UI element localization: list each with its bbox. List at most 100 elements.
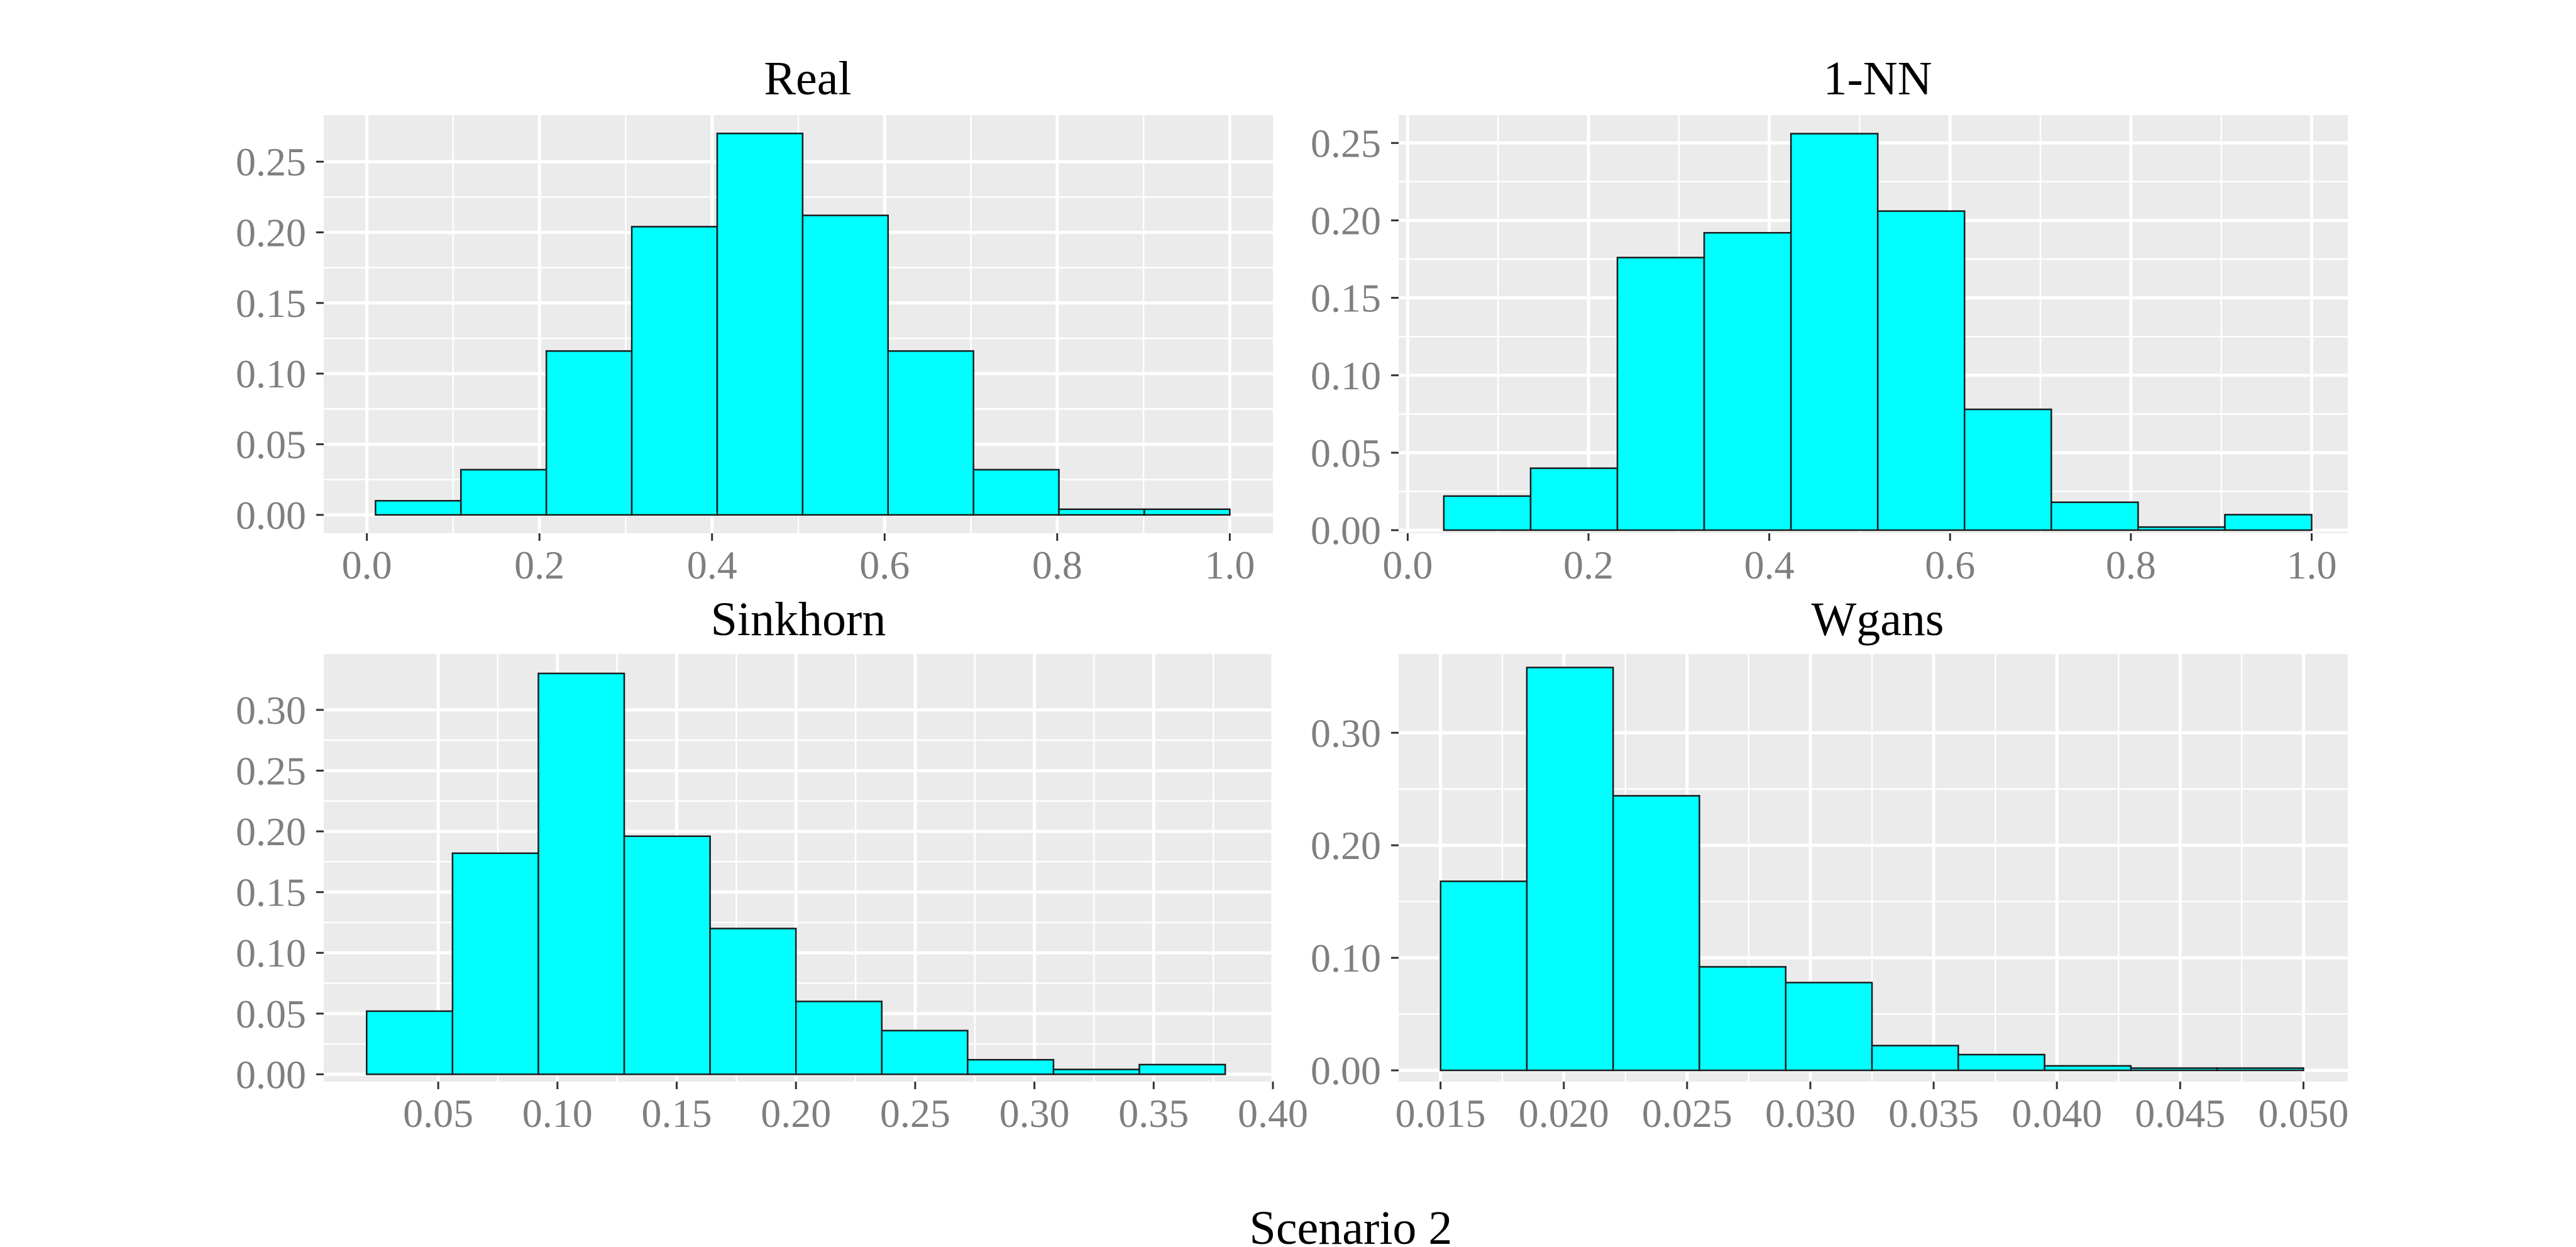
wgans-x-tick-label: 0.020 xyxy=(1519,1091,1609,1136)
1-nn-y-tick-label: 0.25 xyxy=(1311,121,1381,165)
real-bar xyxy=(801,214,889,516)
sinkhorn-x-tick-label: 0.15 xyxy=(642,1091,712,1136)
1-nn-y-tick-labels: 0.00 0.05 0.10 0.15 0.20 0.25 xyxy=(1311,121,1381,553)
wgans-bar xyxy=(1957,1053,2045,1072)
sinkhorn-x-tick-label: 0.20 xyxy=(761,1091,831,1136)
real-x-tick-label: 0.4 xyxy=(687,543,737,587)
sinkhorn-y-tick-label: 0.20 xyxy=(236,809,306,854)
1-nn-panel-title: 1-NN xyxy=(1823,52,1932,105)
sinkhorn-bar xyxy=(795,1000,883,1075)
sinkhorn-y-tick-label: 0.00 xyxy=(236,1052,306,1097)
sinkhorn-y-tick-label: 0.10 xyxy=(236,931,306,975)
wgans-x-tick-label: 0.040 xyxy=(2012,1091,2102,1136)
1-nn-x-tick-label: 0.4 xyxy=(1744,543,1795,587)
sinkhorn-bars xyxy=(366,672,1226,1075)
1-nn-x-tick-label: 0.2 xyxy=(1563,543,1614,587)
sinkhorn-bar xyxy=(537,672,625,1075)
wgans-bars xyxy=(1439,667,2304,1072)
wgans-x-tick-label: 0.025 xyxy=(1642,1091,1732,1136)
sinkhorn-bar xyxy=(623,835,711,1075)
sinkhorn-x-tick-label: 0.30 xyxy=(999,1091,1070,1136)
1-nn-y-tick-label: 0.10 xyxy=(1311,353,1381,398)
real-panel-title: Real xyxy=(764,52,851,105)
sinkhorn-y-tick-label: 0.05 xyxy=(236,992,306,1036)
real-bar xyxy=(460,468,548,516)
real-y-tick-label: 0.25 xyxy=(236,140,306,184)
histogram-panels: 0.0 0.2 0.4 0.6 0.8 1.00.000.050.100.150.200.… xyxy=(236,52,2348,1136)
real-bar xyxy=(375,500,462,516)
1-nn-x-tick-label: 0.6 xyxy=(1925,543,1975,587)
wgans-x-tick-label: 0.015 xyxy=(1395,1091,1486,1136)
sinkhorn-y-tick-labels: 0.00 0.05 0.10 0.15 0.20 0.25 0.30 xyxy=(236,688,306,1097)
wgans-y-tick-labels: 0.00 0.10 0.20 0.30 xyxy=(1311,711,1381,1093)
sinkhorn-bar xyxy=(451,852,539,1075)
1-nn-y-tick-label: 0.00 xyxy=(1311,508,1381,553)
real-bar xyxy=(545,350,633,516)
wgans-y-tick-label: 0.00 xyxy=(1311,1048,1381,1093)
1-nn-bar xyxy=(1443,495,1532,531)
real-x-tick-labels: 0.0 0.2 0.4 0.6 0.8 1.0 xyxy=(342,543,1255,587)
real-bars xyxy=(375,132,1231,516)
1-nn-bar xyxy=(1876,210,1966,531)
wgans-tick-marks xyxy=(1391,731,2304,1089)
panel-real: 0.0 0.2 0.4 0.6 0.8 1.00.000.050.100.150.200.… xyxy=(236,52,1273,587)
wgans-bar xyxy=(1871,1045,1959,1072)
sinkhorn-bar xyxy=(967,1058,1055,1075)
1-nn-bar xyxy=(1703,231,1792,531)
wgans-y-tick-label: 0.30 xyxy=(1311,711,1381,755)
panel-sinkhorn: 0.05 0.10 0.15 0.20 0.25 0.30 0.35 0.40 0.00 0.05… xyxy=(236,593,1308,1136)
real-y-tick-label: 0.10 xyxy=(236,352,306,396)
1-nn-bar xyxy=(1963,408,2052,531)
real-y-tick-label: 0.20 xyxy=(236,210,306,255)
wgans-x-tick-labels: 0.015 0.020 0.025 0.030 0.035 0.040 0.045 0.050 xyxy=(1395,1091,2349,1136)
1-nn-bar xyxy=(1529,467,1619,531)
1-nn-bar xyxy=(1790,133,1879,531)
sinkhorn-x-tick-label: 0.10 xyxy=(522,1091,593,1136)
wgans-y-tick-label: 0.20 xyxy=(1311,823,1381,868)
wgans-bar xyxy=(2044,1065,2132,1072)
real-x-tick-label: 0.6 xyxy=(859,543,910,587)
sinkhorn-y-tick-label: 0.30 xyxy=(236,688,306,733)
real-y-tick-label: 0.15 xyxy=(236,281,306,326)
wgans-x-tick-label: 0.035 xyxy=(1888,1091,1979,1136)
wgans-bar xyxy=(1785,982,1873,1072)
1-nn-bars xyxy=(1443,133,2313,531)
real-bar xyxy=(972,468,1060,516)
real-x-tick-label: 0.0 xyxy=(342,543,392,587)
real-y-tick-label: 0.05 xyxy=(236,422,306,467)
1-nn-y-tick-label: 0.05 xyxy=(1311,431,1381,475)
panel-wgans: 0.015 0.020 0.025 0.030 0.035 0.040 0.045 0.050… xyxy=(1311,593,2348,1136)
real-y-tick-labels: 0.00 0.05 0.10 0.15 0.20 0.25 xyxy=(236,140,306,538)
sinkhorn-bar xyxy=(1138,1063,1226,1075)
1-nn-y-tick-label: 0.20 xyxy=(1311,198,1381,243)
sinkhorn-y-tick-label: 0.15 xyxy=(236,870,306,915)
1-nn-x-tick-label: 0.8 xyxy=(2106,543,2156,587)
sinkhorn-x-tick-label: 0.25 xyxy=(880,1091,950,1136)
real-bar xyxy=(630,226,718,516)
1-nn-bar xyxy=(1616,257,1705,531)
real-x-tick-label: 0.2 xyxy=(514,543,564,587)
sinkhorn-x-tick-label: 0.35 xyxy=(1118,1091,1189,1136)
wgans-bar xyxy=(1439,880,1528,1072)
1-nn-bar xyxy=(2137,526,2226,531)
real-tick-marks xyxy=(316,160,1231,541)
wgans-x-tick-label: 0.030 xyxy=(1765,1091,1856,1136)
wgans-bar xyxy=(1698,966,1787,1072)
sinkhorn-y-tick-label: 0.25 xyxy=(236,748,306,793)
sinkhorn-x-tick-label: 0.40 xyxy=(1238,1091,1308,1136)
1-nn-tick-marks xyxy=(1391,141,2313,541)
sinkhorn-tick-marks xyxy=(316,709,1274,1089)
real-y-tick-label: 0.00 xyxy=(236,493,306,538)
sinkhorn-bar xyxy=(881,1029,969,1075)
real-x-tick-label: 1.0 xyxy=(1204,543,1255,587)
sinkhorn-bar xyxy=(366,1010,454,1075)
wgans-bar xyxy=(1526,667,1614,1072)
1-nn-bar xyxy=(2224,514,2313,531)
1-nn-bar xyxy=(2050,501,2139,531)
real-bar xyxy=(1143,508,1231,516)
1-nn-x-tick-label: 0.0 xyxy=(1382,543,1433,587)
panel-1-nn: 0.0 0.2 0.4 0.6 0.8 1.00.000.050.100.150.200.… xyxy=(1311,52,2348,587)
real-x-tick-label: 0.8 xyxy=(1032,543,1082,587)
sinkhorn-bar xyxy=(709,928,797,1075)
1-nn-y-tick-label: 0.15 xyxy=(1311,276,1381,321)
